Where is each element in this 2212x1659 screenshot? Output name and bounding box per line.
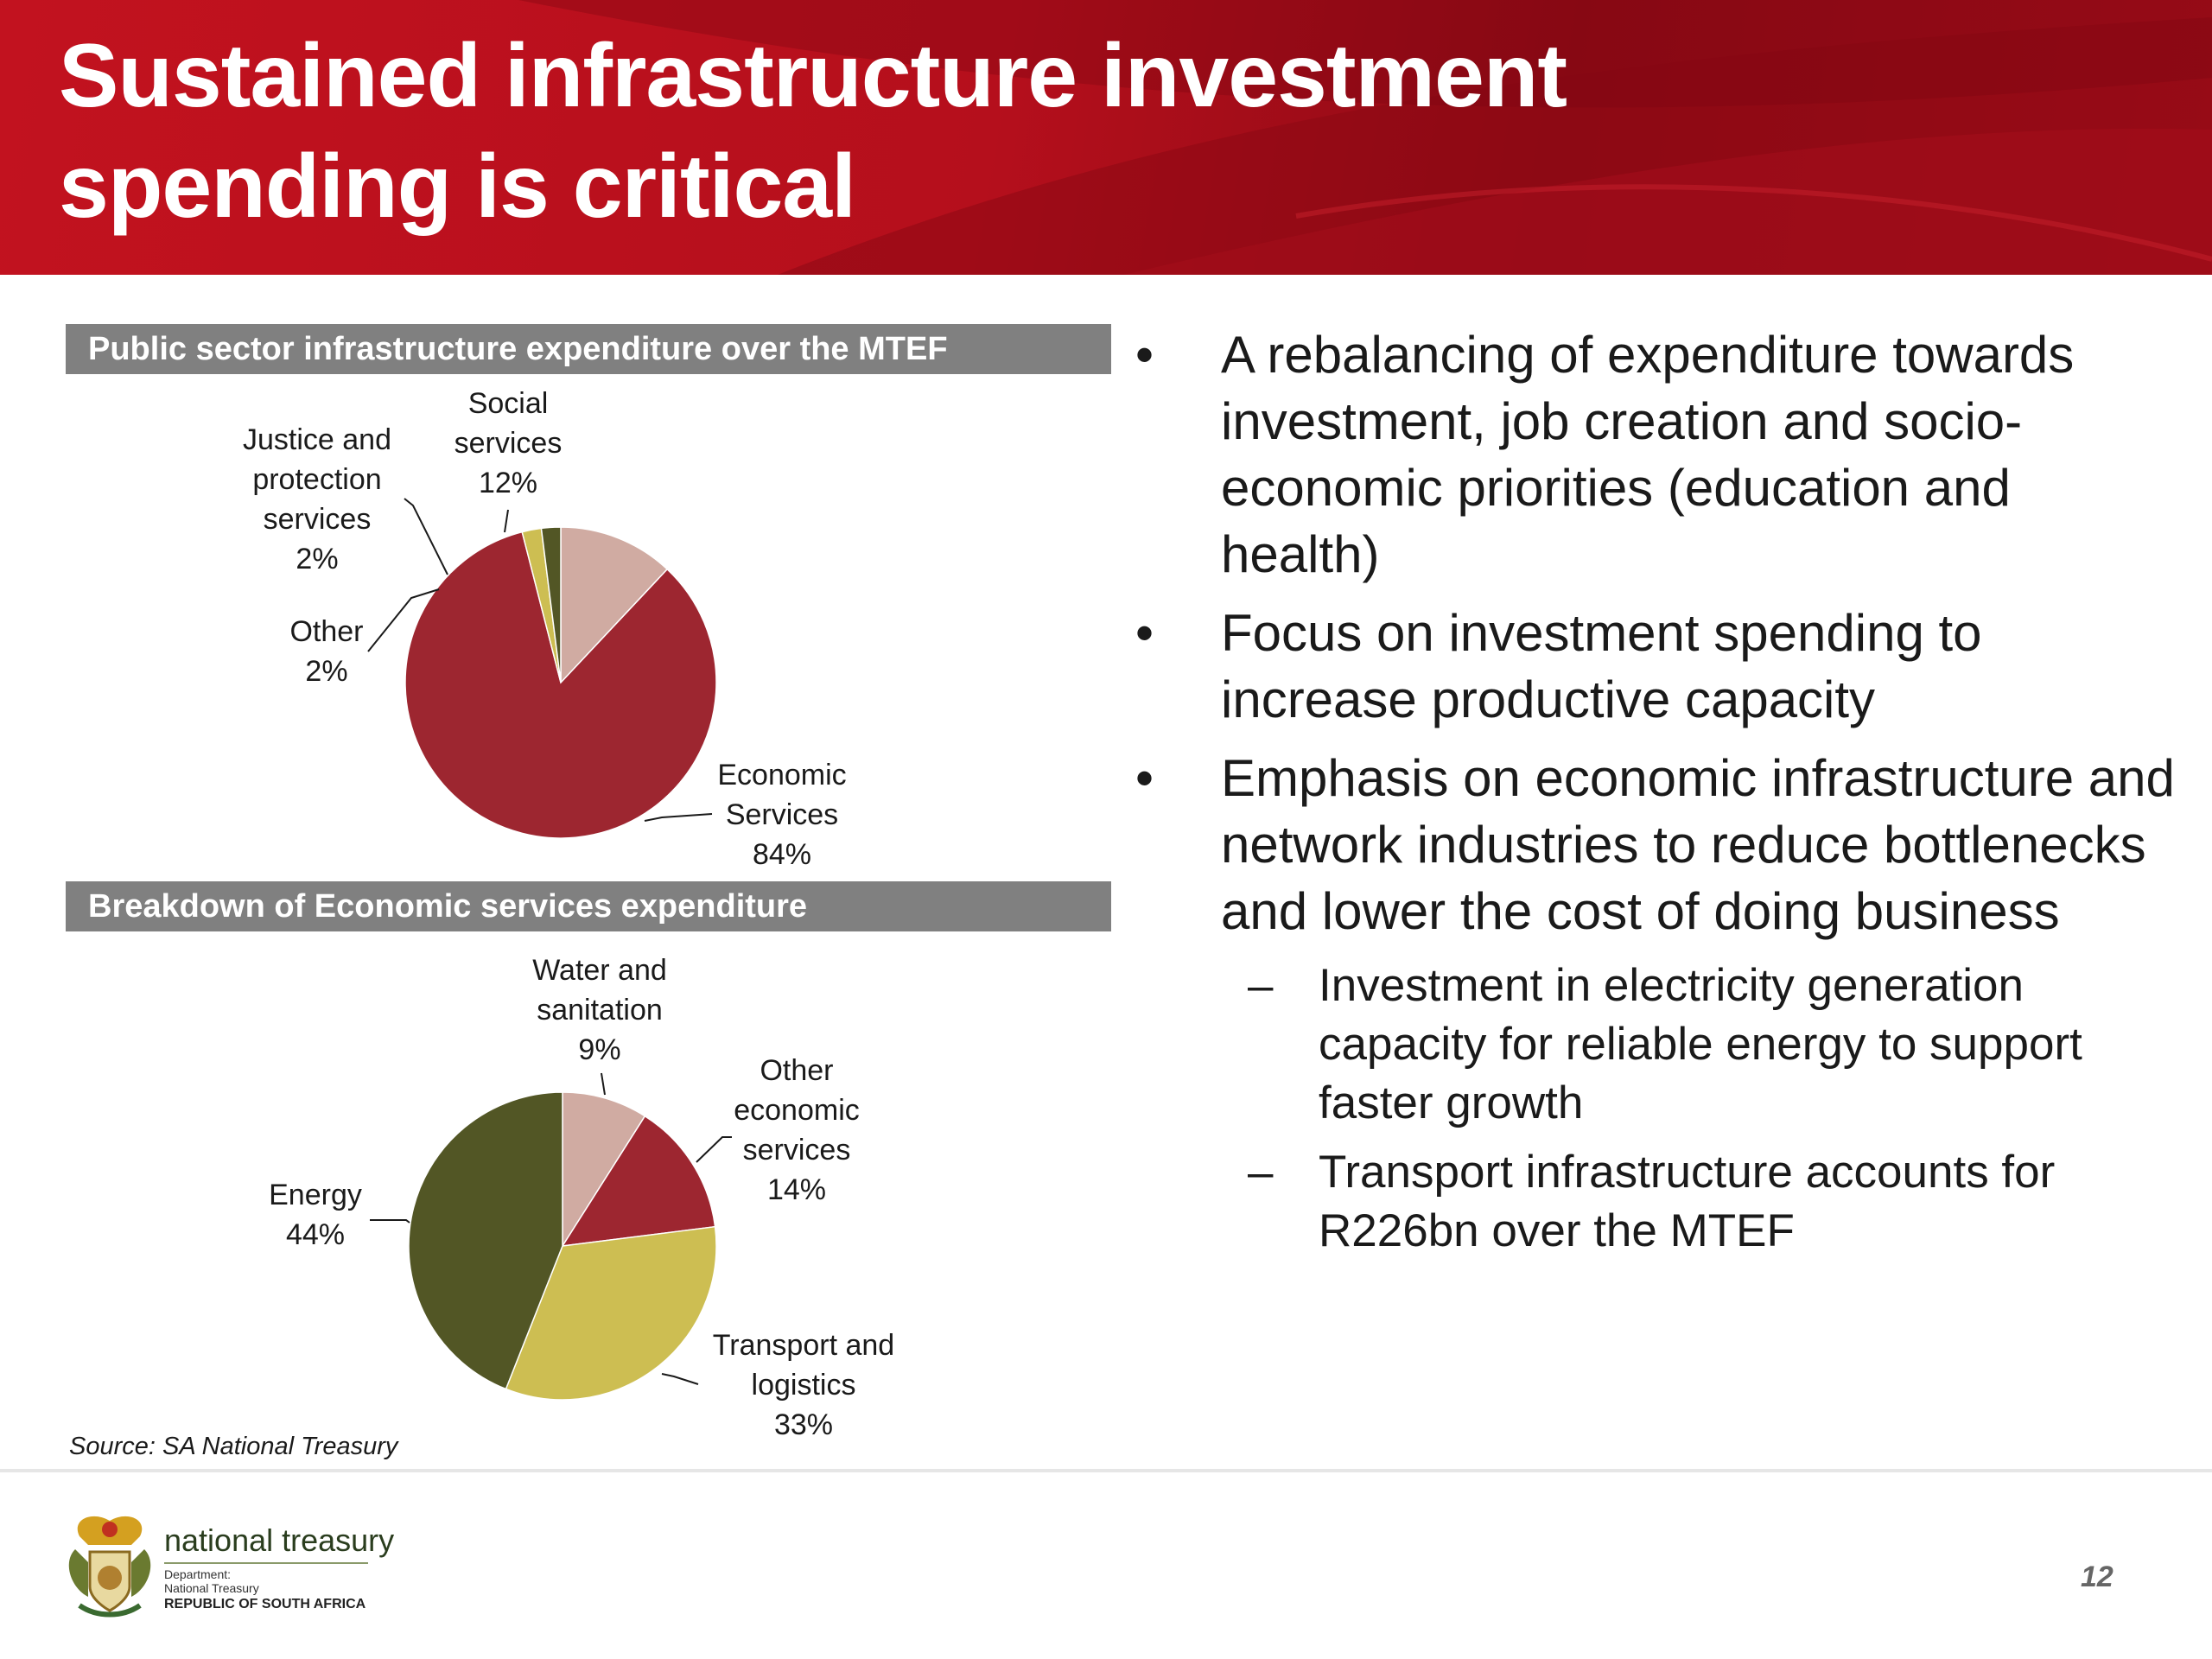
chart2-slice-water-and-sanitation (562, 1091, 646, 1249)
chart2-leader-line (696, 1136, 732, 1163)
source-note: Source: SA National Treasury (69, 1433, 398, 1460)
label-other-economic: Other economic services 14% (734, 1054, 860, 1206)
label-justice: Justice and protection services 2% (243, 423, 391, 575)
sub-bullet-dash: – (1248, 960, 1274, 1011)
label-water: Water and sanitation 9% (532, 954, 667, 1066)
chart1-leader-line (644, 813, 713, 822)
bullet-list: • A rebalancing of expenditure towards i… (1132, 321, 2177, 1271)
brand-underline (164, 1562, 368, 1564)
chart2-pie (370, 1072, 732, 1401)
bullet-item: • Emphasis on economic infrastructure an… (1132, 745, 2177, 944)
bullet-dot: • (1135, 749, 1154, 807)
chart2-slice-energy (408, 1091, 563, 1390)
brand-wordmark: national treasury (164, 1522, 395, 1558)
chart2-slice-transport-and-logistics (505, 1225, 717, 1401)
page-title: Sustained infrastructure investment spen… (59, 26, 1567, 237)
bullet-item: • A rebalancing of expenditure towards i… (1132, 321, 2177, 588)
label-transport: Transport and logistics 33% (712, 1329, 895, 1441)
chart2-leader-line (601, 1072, 606, 1096)
chart2-title: Breakdown of Economic services expenditu… (66, 881, 1111, 931)
sub-bullet-dash: – (1248, 1147, 1274, 1198)
bullet-item: • Focus on investment spending to increa… (1132, 600, 2177, 733)
bullet-text: Emphasis on economic infrastructure and … (1221, 749, 2175, 940)
bullet-dot: • (1135, 604, 1154, 662)
dept-line-1: Department: (164, 1567, 232, 1581)
label-economic: Economic Services 84% (717, 759, 847, 871)
sub-bullet-text: Transport infrastructure accounts for R2… (1319, 1147, 2056, 1256)
dept-line-3: REPUBLIC OF SOUTH AFRICA (164, 1597, 366, 1611)
dept-line-2: National Treasury (164, 1581, 259, 1595)
chart1-leader-line (367, 588, 440, 652)
bullet-dot: • (1135, 326, 1154, 384)
header-banner: Sustained infrastructure investment spen… (0, 0, 2212, 275)
chart1-leader-line (404, 498, 448, 575)
chart1-slice-social-services (560, 526, 669, 684)
chart1-slice-economic-services (404, 531, 717, 839)
page-number: 12 (2081, 1560, 2113, 1593)
chart1-slice-justice-and-protection-services (540, 526, 562, 683)
sub-bullet-item: – Investment in electricity generation c… (1132, 957, 2177, 1133)
chart1-leader-line (504, 509, 509, 533)
chart1-pie (367, 498, 717, 839)
coat-of-arms-icon (68, 1516, 151, 1618)
chart1-title: Public sector infrastructure expenditure… (66, 324, 1111, 374)
bullet-text: A rebalancing of expenditure towards inv… (1221, 326, 2075, 583)
bullet-text: Focus on investment spending to increase… (1221, 604, 1982, 728)
sub-bullet-text: Investment in electricity generation cap… (1319, 960, 2082, 1128)
chart2-leader-line (370, 1219, 410, 1224)
banner-waves (518, 0, 2212, 275)
chart2-leader-line (661, 1373, 699, 1385)
label-social: Social services 12% (454, 387, 563, 499)
sub-bullet-item: – Transport infrastructure accounts for … (1132, 1143, 2177, 1261)
chart2-slice-other-economic-services (561, 1115, 716, 1247)
label-other: Other 2% (289, 615, 364, 688)
footer-divider (0, 1469, 2212, 1472)
label-energy: Energy 44% (269, 1179, 362, 1251)
